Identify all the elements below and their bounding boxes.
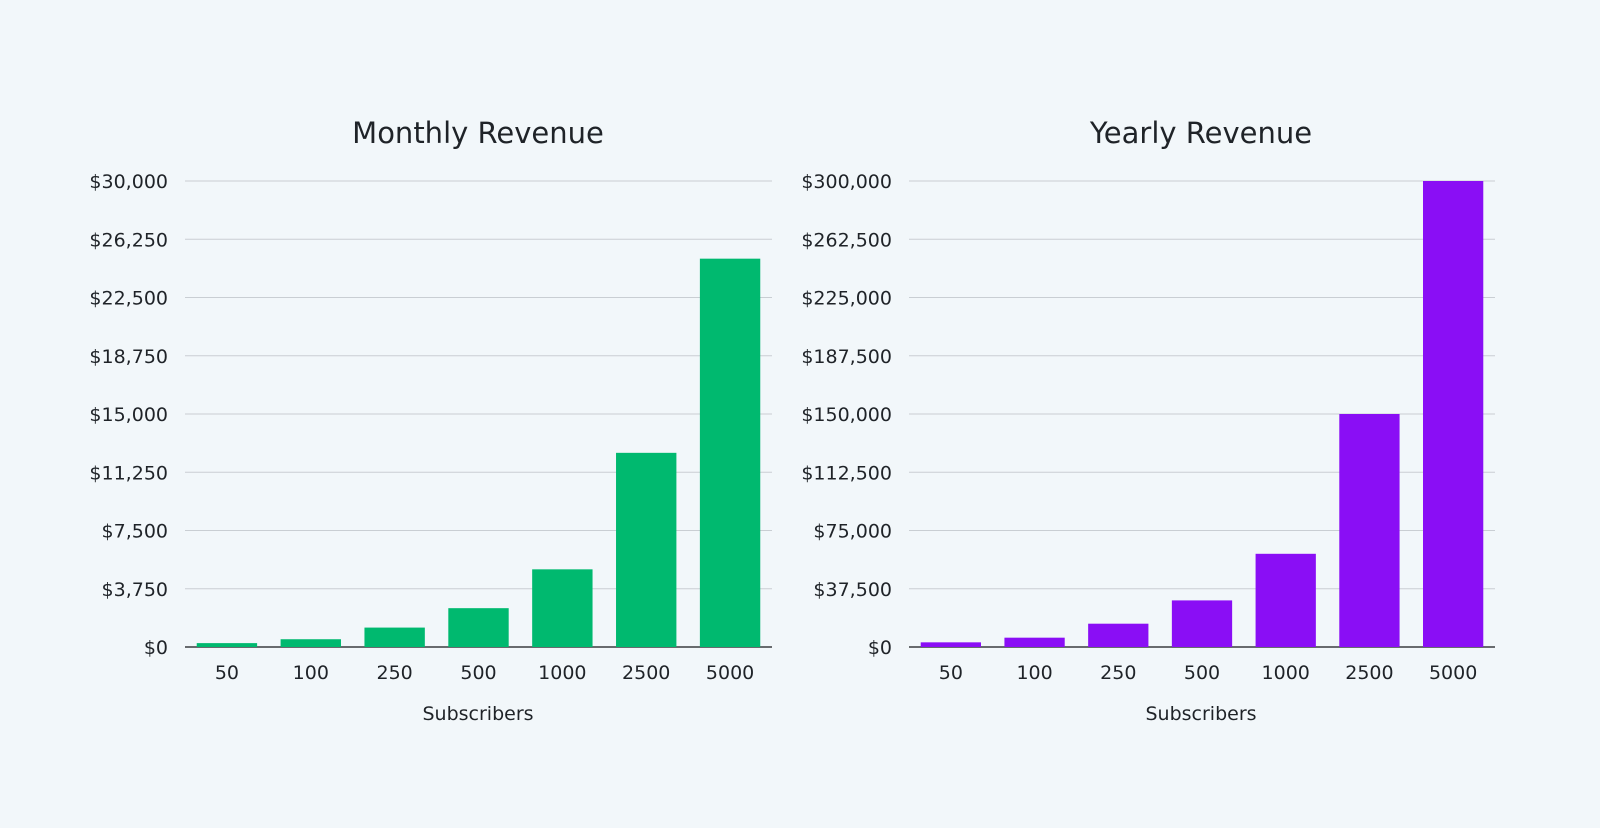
y-tick-label: $7,500 (102, 521, 168, 543)
bar-5000 (699, 258, 761, 647)
x-tick-label: 500 (1184, 662, 1220, 684)
bar-500 (448, 608, 509, 647)
bar-1000 (1255, 553, 1316, 647)
bar-100 (280, 639, 341, 647)
y-tick-label: $22,500 (89, 288, 168, 310)
x-tick-label: 2500 (1345, 662, 1393, 684)
x-tick-label: 50 (939, 662, 963, 684)
chart-title: Monthly Revenue (352, 116, 604, 150)
x-tick-label: 100 (1016, 662, 1052, 684)
bars (196, 258, 761, 647)
bar-100 (1004, 637, 1065, 647)
y-tick-label: $150,000 (801, 404, 892, 426)
x-tick-label: 2500 (622, 662, 670, 684)
grid (909, 180, 1495, 648)
x-axis-title: Subscribers (1145, 703, 1256, 725)
axis-ticks: $0 $3,750 $7,500 $11,250 $15,000 $18,750 $22,5… (89, 171, 754, 684)
bar-5000 (1423, 181, 1484, 647)
grid (185, 180, 772, 648)
x-tick-label: 250 (1100, 662, 1136, 684)
y-tick-label: $37,500 (813, 579, 892, 601)
bar-250 (364, 627, 425, 647)
bar-50 (920, 642, 981, 647)
bar-1000 (532, 569, 593, 647)
y-tick-label: $15,000 (89, 404, 168, 426)
x-tick-label: 1000 (1262, 662, 1310, 684)
axis-ticks: $0 $37,500 $75,000 $112,500 $150,000 $187,500… (801, 171, 1477, 684)
y-tick-label: $112,500 (801, 462, 892, 484)
bar-500 (1171, 600, 1233, 647)
y-tick-label: $11,250 (89, 462, 168, 484)
x-tick-label: 500 (460, 662, 496, 684)
bar-2500 (616, 452, 677, 647)
monthly-revenue-chart: Monthly Revenue $0 $3,750 $7,500 $11,250 $15… (89, 116, 772, 725)
bar-2500 (1339, 414, 1400, 647)
x-tick-label: 250 (377, 662, 413, 684)
yearly-revenue-chart: Yearly Revenue $0$37,500$75,000$112,500$… (801, 116, 1495, 725)
bar-250 (1088, 623, 1149, 647)
bar-50 (196, 643, 258, 647)
bars (920, 181, 1484, 647)
x-axis-title: Subscribers (422, 703, 533, 725)
y-tick-label: $262,500 (801, 229, 892, 251)
y-tick-label: $18,750 (89, 346, 168, 368)
y-tick-label: $26,250 (89, 229, 168, 251)
chart-title: Yearly Revenue (1089, 116, 1312, 150)
y-tick-label: $0 (144, 637, 168, 659)
y-tick-label: $3,750 (102, 579, 168, 601)
x-tick-label: 5000 (706, 662, 754, 684)
x-tick-label: 1000 (538, 662, 586, 684)
y-tick-label: $0 (868, 637, 892, 659)
y-tick-label: $75,000 (813, 521, 892, 543)
y-tick-label: $187,500 (801, 346, 892, 368)
y-tick-label: $225,000 (801, 288, 892, 310)
x-tick-label: 5000 (1429, 662, 1477, 684)
x-tick-label: 50 (215, 662, 239, 684)
x-tick-label: 100 (293, 662, 329, 684)
y-tick-label: $300,000 (801, 171, 892, 193)
y-tick-label: $30,000 (89, 171, 168, 193)
